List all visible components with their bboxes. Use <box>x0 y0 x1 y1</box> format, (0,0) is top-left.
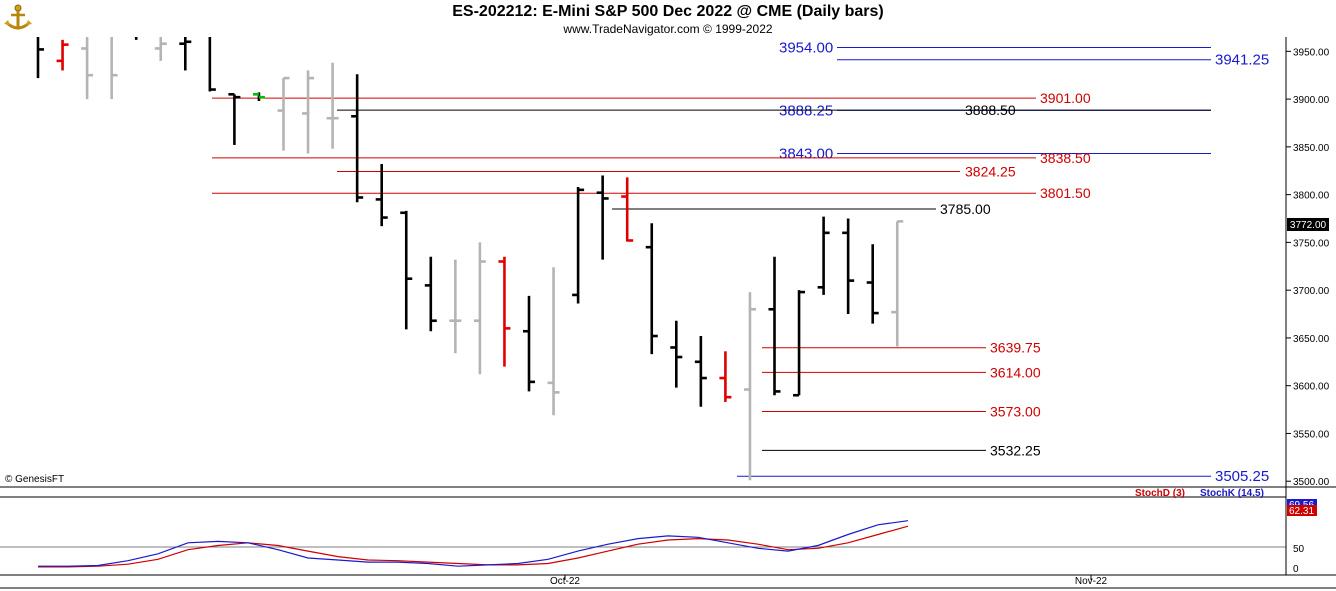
price-levels: 3954.00 3941.25 3901.00 3888.25 3888.50 3843.… <box>212 40 1269 485</box>
axis-frame <box>0 37 1336 589</box>
stoch-k-value-box <box>1287 499 1317 510</box>
price-axis: 3950.00 3900.00 3850.00 3800.00 3750.00 3700.… <box>1286 47 1330 488</box>
legend-stoch-d: StochD (3) <box>1135 488 1185 499</box>
legend-stoch-k: StochK (14,5) <box>1200 488 1264 499</box>
price-tick-label: 3900.00 <box>1293 95 1330 106</box>
copyright-note: © GenesisFT <box>5 474 65 485</box>
chart-subtitle: www.TradeNavigator.com © 1999-2022 <box>563 22 773 36</box>
stoch-d-value: 62.31 <box>1289 506 1314 517</box>
stoch-k-line <box>38 520 909 567</box>
last-price-label: 3772.00 <box>1290 220 1327 231</box>
stochastic-panel: 50 0 69.56 62.31 <box>0 499 1317 575</box>
x-label-oct: Oct-22 <box>550 576 580 587</box>
stoch-d-line <box>38 525 909 568</box>
anchor-trophy-logo <box>2 2 34 34</box>
level-label: 3901.00 <box>1040 90 1091 106</box>
x-label-nov: Nov-22 <box>1075 576 1108 587</box>
stoch-axis-50: 50 <box>1293 544 1305 555</box>
stoch-d-value-box <box>1287 505 1317 516</box>
level-label: 3888.50 <box>965 102 1016 118</box>
level-label: 3888.25 <box>779 102 833 119</box>
price-tick-label: 3950.00 <box>1293 47 1330 58</box>
level-label: 3824.25 <box>965 163 1016 179</box>
date-axis: Oct-22 Nov-22 <box>550 575 1108 587</box>
last-price-marker: 3772.00 <box>1287 218 1329 231</box>
price-tick-label: 3850.00 <box>1293 143 1330 154</box>
price-tick-label: 3500.00 <box>1293 477 1330 488</box>
stoch-axis-0: 0 <box>1293 564 1299 575</box>
level-label: 3505.25 <box>1215 468 1269 485</box>
chart-background <box>0 37 1336 591</box>
level-label: 3941.25 <box>1215 52 1269 69</box>
price-tick-label: 3750.00 <box>1293 238 1330 249</box>
level-label: 3532.25 <box>990 442 1041 458</box>
chart-title: ES-202212: E-Mini S&P 500 Dec 2022 @ CME… <box>452 3 884 20</box>
level-label: 3639.75 <box>990 340 1041 356</box>
level-label: 3843.00 <box>779 146 833 163</box>
price-tick-label: 3550.00 <box>1293 429 1330 440</box>
level-label: 3954.00 <box>779 40 833 57</box>
level-label: 3801.50 <box>1040 185 1091 201</box>
price-tick-label: 3800.00 <box>1293 191 1330 202</box>
price-bars <box>36 37 904 481</box>
level-label: 3614.00 <box>990 364 1041 380</box>
level-label: 3573.00 <box>990 403 1041 419</box>
price-tick-label: 3700.00 <box>1293 286 1330 297</box>
price-tick-label: 3650.00 <box>1293 334 1330 345</box>
level-label: 3838.50 <box>1040 150 1091 166</box>
price-tick-label: 3600.00 <box>1293 382 1330 393</box>
level-label: 3785.00 <box>940 201 991 217</box>
